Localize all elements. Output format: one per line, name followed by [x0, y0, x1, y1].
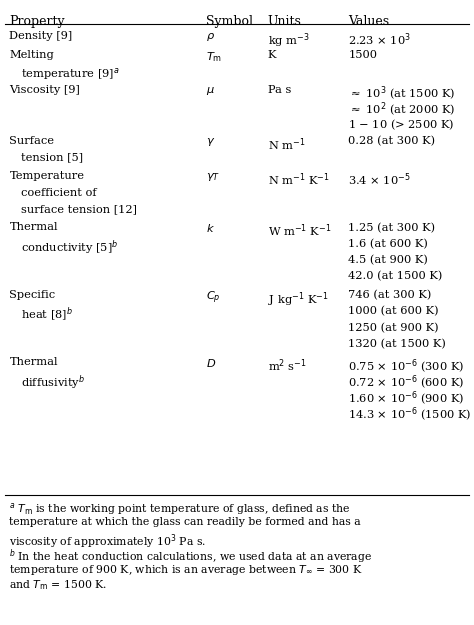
Text: $\gamma$: $\gamma$ — [206, 136, 215, 148]
Text: temperature [9]$^{a}$: temperature [9]$^{a}$ — [21, 66, 120, 82]
Text: $T_{\mathrm{m}}$: $T_{\mathrm{m}}$ — [206, 50, 222, 64]
Text: $D$: $D$ — [206, 357, 217, 369]
Text: $\approx$ 10$^{2}$ (at 2000 K): $\approx$ 10$^{2}$ (at 2000 K) — [348, 101, 456, 119]
Text: Density [9]: Density [9] — [9, 31, 73, 41]
Text: Property: Property — [9, 15, 65, 28]
Text: temperature at which the glass can readily be formed and has a: temperature at which the glass can readi… — [9, 517, 361, 527]
Text: 1.6 (at 600 K): 1.6 (at 600 K) — [348, 239, 428, 249]
Text: 2.23 $\times$ 10$^{3}$: 2.23 $\times$ 10$^{3}$ — [348, 31, 411, 48]
Text: $k$: $k$ — [206, 222, 215, 234]
Text: $\approx$ 10$^{3}$ (at 1500 K): $\approx$ 10$^{3}$ (at 1500 K) — [348, 85, 456, 103]
Text: 1500: 1500 — [348, 50, 377, 60]
Text: 42.0 (at 1500 K): 42.0 (at 1500 K) — [348, 271, 443, 281]
Text: W m$^{-1}$ K$^{-1}$: W m$^{-1}$ K$^{-1}$ — [268, 222, 331, 239]
Text: $\gamma_{T}$: $\gamma_{T}$ — [206, 171, 220, 183]
Text: 1.60 $\times$ 10$^{-6}$ (900 K): 1.60 $\times$ 10$^{-6}$ (900 K) — [348, 390, 465, 408]
Text: $C_{p}$: $C_{p}$ — [206, 290, 221, 306]
Text: 0.72 $\times$ 10$^{-6}$ (600 K): 0.72 $\times$ 10$^{-6}$ (600 K) — [348, 374, 465, 392]
Text: temperature of 900 K, which is an average between $T_{\infty}$ = 300 K: temperature of 900 K, which is an averag… — [9, 563, 363, 577]
Text: 4.5 (at 900 K): 4.5 (at 900 K) — [348, 255, 428, 265]
Text: $\mu$: $\mu$ — [206, 85, 215, 97]
Text: viscosity of approximately 10$^{3}$ Pa s.: viscosity of approximately 10$^{3}$ Pa s… — [9, 532, 207, 551]
Text: Surface: Surface — [9, 136, 55, 146]
Text: 746 (at 300 K): 746 (at 300 K) — [348, 290, 432, 300]
Text: 14.3 $\times$ 10$^{-6}$ (1500 K): 14.3 $\times$ 10$^{-6}$ (1500 K) — [348, 406, 472, 424]
Text: $^{a}$ $T_{\mathrm{m}}$ is the working point temperature of glass, defined as th: $^{a}$ $T_{\mathrm{m}}$ is the working p… — [9, 501, 351, 518]
Text: $^{b}$ In the heat conduction calculations, we used data at an average: $^{b}$ In the heat conduction calculatio… — [9, 548, 373, 566]
Text: coefficient of: coefficient of — [21, 188, 97, 198]
Text: Units: Units — [268, 15, 301, 28]
Text: and $T_{\mathrm{m}}$ = 1500 K.: and $T_{\mathrm{m}}$ = 1500 K. — [9, 579, 108, 592]
Text: Melting: Melting — [9, 50, 54, 60]
Text: Symbol: Symbol — [206, 15, 253, 28]
Text: kg m$^{-3}$: kg m$^{-3}$ — [268, 31, 310, 50]
Text: heat [8]$^{b}$: heat [8]$^{b}$ — [21, 306, 73, 324]
Text: Thermal: Thermal — [9, 222, 58, 232]
Text: N m$^{-1}$ K$^{-1}$: N m$^{-1}$ K$^{-1}$ — [268, 171, 329, 188]
Text: m$^{2}$ s$^{-1}$: m$^{2}$ s$^{-1}$ — [268, 357, 307, 374]
Text: diffusivity$^{b}$: diffusivity$^{b}$ — [21, 374, 85, 392]
Text: 1.25 (at 300 K): 1.25 (at 300 K) — [348, 222, 436, 232]
Text: Temperature: Temperature — [9, 171, 84, 181]
Text: 0.75 $\times$ 10$^{-6}$ (300 K): 0.75 $\times$ 10$^{-6}$ (300 K) — [348, 357, 465, 376]
Text: $\rho$: $\rho$ — [206, 31, 215, 43]
Text: tension [5]: tension [5] — [21, 152, 83, 162]
Text: 3.4 $\times$ 10$^{-5}$: 3.4 $\times$ 10$^{-5}$ — [348, 171, 411, 188]
Text: J kg$^{-1}$ K$^{-1}$: J kg$^{-1}$ K$^{-1}$ — [268, 290, 328, 309]
Text: 1250 (at 900 K): 1250 (at 900 K) — [348, 322, 439, 332]
Text: Pa s: Pa s — [268, 85, 291, 95]
Text: Values: Values — [348, 15, 390, 28]
Text: conductivity [5]$^{b}$: conductivity [5]$^{b}$ — [21, 239, 118, 258]
Text: N m$^{-1}$: N m$^{-1}$ — [268, 136, 305, 153]
Text: Thermal: Thermal — [9, 357, 58, 367]
Text: 0.28 (at 300 K): 0.28 (at 300 K) — [348, 136, 436, 147]
Text: 1 $-$ 10 (> 2500 K): 1 $-$ 10 (> 2500 K) — [348, 118, 455, 132]
Text: 1320 (at 1500 K): 1320 (at 1500 K) — [348, 339, 446, 349]
Text: Specific: Specific — [9, 290, 55, 300]
Text: 1000 (at 600 K): 1000 (at 600 K) — [348, 306, 439, 316]
Text: K: K — [268, 50, 276, 60]
Text: Viscosity [9]: Viscosity [9] — [9, 85, 81, 95]
Text: surface tension [12]: surface tension [12] — [21, 204, 137, 214]
